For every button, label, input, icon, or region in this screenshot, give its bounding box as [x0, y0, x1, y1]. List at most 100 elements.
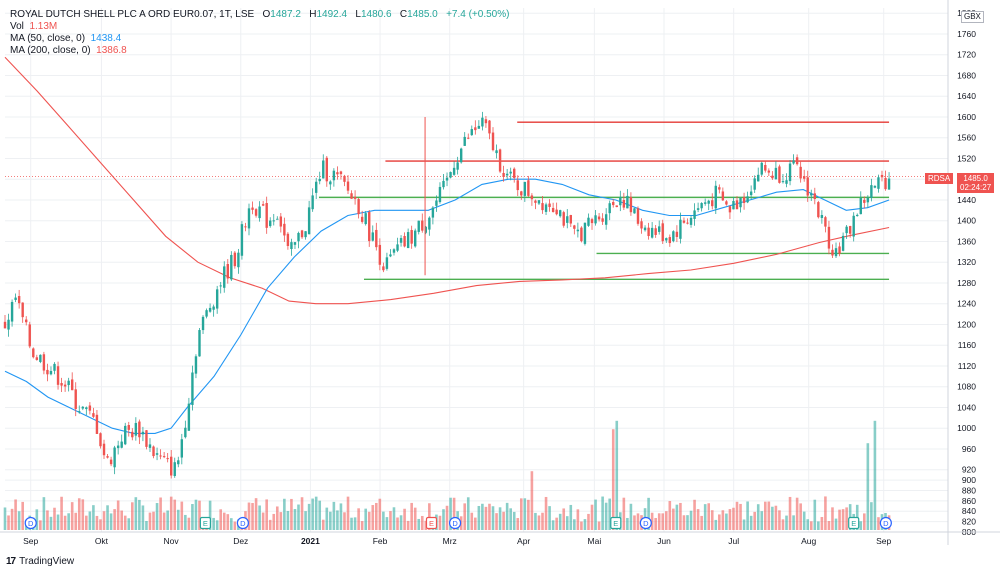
close-value: 1485.0	[407, 9, 438, 20]
candle-body	[155, 453, 159, 455]
dividend-marker[interactable]: D	[448, 516, 462, 530]
volume-bar	[668, 501, 672, 530]
volume-bar	[131, 502, 134, 530]
candle-body	[495, 150, 498, 154]
volume-bar	[654, 517, 657, 530]
legend-volume-row[interactable]: Vol 1.13M	[10, 21, 509, 33]
legend-ma50-row[interactable]: MA (50, close, 0) 1438.4	[10, 33, 509, 45]
candle-body	[445, 177, 449, 181]
candle-body	[813, 193, 817, 199]
volume-bar	[739, 503, 742, 530]
candle-body	[852, 215, 855, 237]
volume-bar	[707, 503, 711, 530]
dividend-marker[interactable]: D	[24, 516, 37, 530]
dividend-icon	[24, 516, 37, 530]
event-marker-label: E	[851, 519, 856, 528]
earnings-marker[interactable]: E	[610, 516, 622, 530]
volume-bar	[194, 499, 198, 530]
candle-body	[138, 421, 141, 438]
volume-bar	[562, 508, 566, 530]
volume-bar	[70, 502, 74, 530]
candle-body	[810, 193, 813, 196]
volume-bar	[39, 520, 42, 530]
volume-bar	[148, 512, 152, 530]
candle-body	[329, 181, 332, 185]
tradingview-branding[interactable]: 17 TradingView	[6, 556, 74, 567]
candle-body	[795, 157, 799, 165]
candle-body	[35, 357, 39, 360]
candle-body	[665, 238, 668, 241]
candle-body	[551, 207, 555, 212]
volume-bar	[693, 499, 696, 530]
candle-body	[307, 207, 311, 235]
candle-body	[201, 316, 205, 331]
volume-bar	[813, 499, 817, 530]
volume-bar	[608, 498, 611, 530]
candle-body	[124, 425, 127, 445]
candle-body	[46, 369, 49, 375]
candle-body	[594, 215, 597, 224]
earnings-marker[interactable]: E	[199, 516, 211, 530]
candle-body	[240, 224, 244, 256]
volume-bar	[77, 498, 81, 530]
candle-body	[866, 197, 870, 203]
volume-bar	[760, 511, 764, 530]
symbol-price-tag: RDSA	[925, 173, 954, 184]
candle-body	[474, 127, 477, 131]
candle-body	[767, 170, 771, 173]
volume-bar	[778, 510, 781, 530]
volume-bar	[293, 509, 297, 530]
candle-body	[92, 413, 95, 417]
earnings-marker[interactable]: E	[425, 516, 438, 530]
candle-body	[346, 181, 350, 191]
instrument-name[interactable]: ROYAL DUTCH SHELL PLC A ORD EUR0.07, 1T,…	[10, 9, 255, 20]
candle-body	[162, 456, 166, 458]
volume-bar	[106, 505, 109, 530]
dividend-marker[interactable]: D	[879, 516, 892, 530]
candle-body	[414, 230, 417, 247]
volume-bar	[650, 512, 654, 530]
candle-body	[293, 242, 297, 245]
volume-bar	[831, 507, 834, 530]
volume-bar	[14, 499, 17, 530]
volume-bar	[774, 505, 778, 530]
volume-bar	[173, 499, 177, 530]
volume-bar	[756, 504, 760, 530]
volume-bar	[304, 511, 307, 530]
candle-body	[322, 160, 325, 179]
candle-body	[343, 175, 346, 182]
volume-bar	[109, 513, 113, 530]
legend-ma200-row[interactable]: MA (200, close, 0) 1386.8	[10, 45, 509, 57]
last-price-tag: 1485.0 02:24:27	[957, 173, 995, 193]
volume-bar	[703, 504, 707, 530]
x-tick-label: Apr	[517, 536, 530, 546]
y-tick-label: 1280	[957, 278, 976, 288]
event-marker-label: E	[203, 519, 208, 528]
change-value: +7.4 (+0.50%)	[446, 9, 510, 20]
volume-bar	[463, 503, 467, 530]
x-tick-label: Feb	[373, 536, 388, 546]
earnings-marker[interactable]: E	[848, 516, 860, 530]
volume-bar	[488, 503, 491, 530]
volume-bar	[565, 516, 569, 530]
volume-bar	[254, 498, 258, 530]
candle-body	[300, 230, 304, 238]
currency-badge[interactable]: GBX	[961, 11, 984, 23]
dividend-marker[interactable]: D	[236, 516, 249, 530]
volume-bar	[477, 505, 481, 530]
candle-body	[703, 202, 707, 204]
candle-body	[707, 200, 710, 204]
ma50-line	[4, 178, 890, 434]
candle-body	[753, 178, 756, 190]
candle-body	[629, 197, 633, 213]
y-tick-label: 880	[962, 485, 976, 495]
y-tick-label: 1200	[957, 319, 976, 329]
volume-bar	[746, 501, 749, 530]
dividend-marker[interactable]: D	[639, 516, 652, 530]
candle-body	[258, 206, 261, 219]
candle-body	[261, 204, 265, 206]
volume-bar	[682, 515, 686, 530]
volume-bar	[10, 508, 14, 530]
